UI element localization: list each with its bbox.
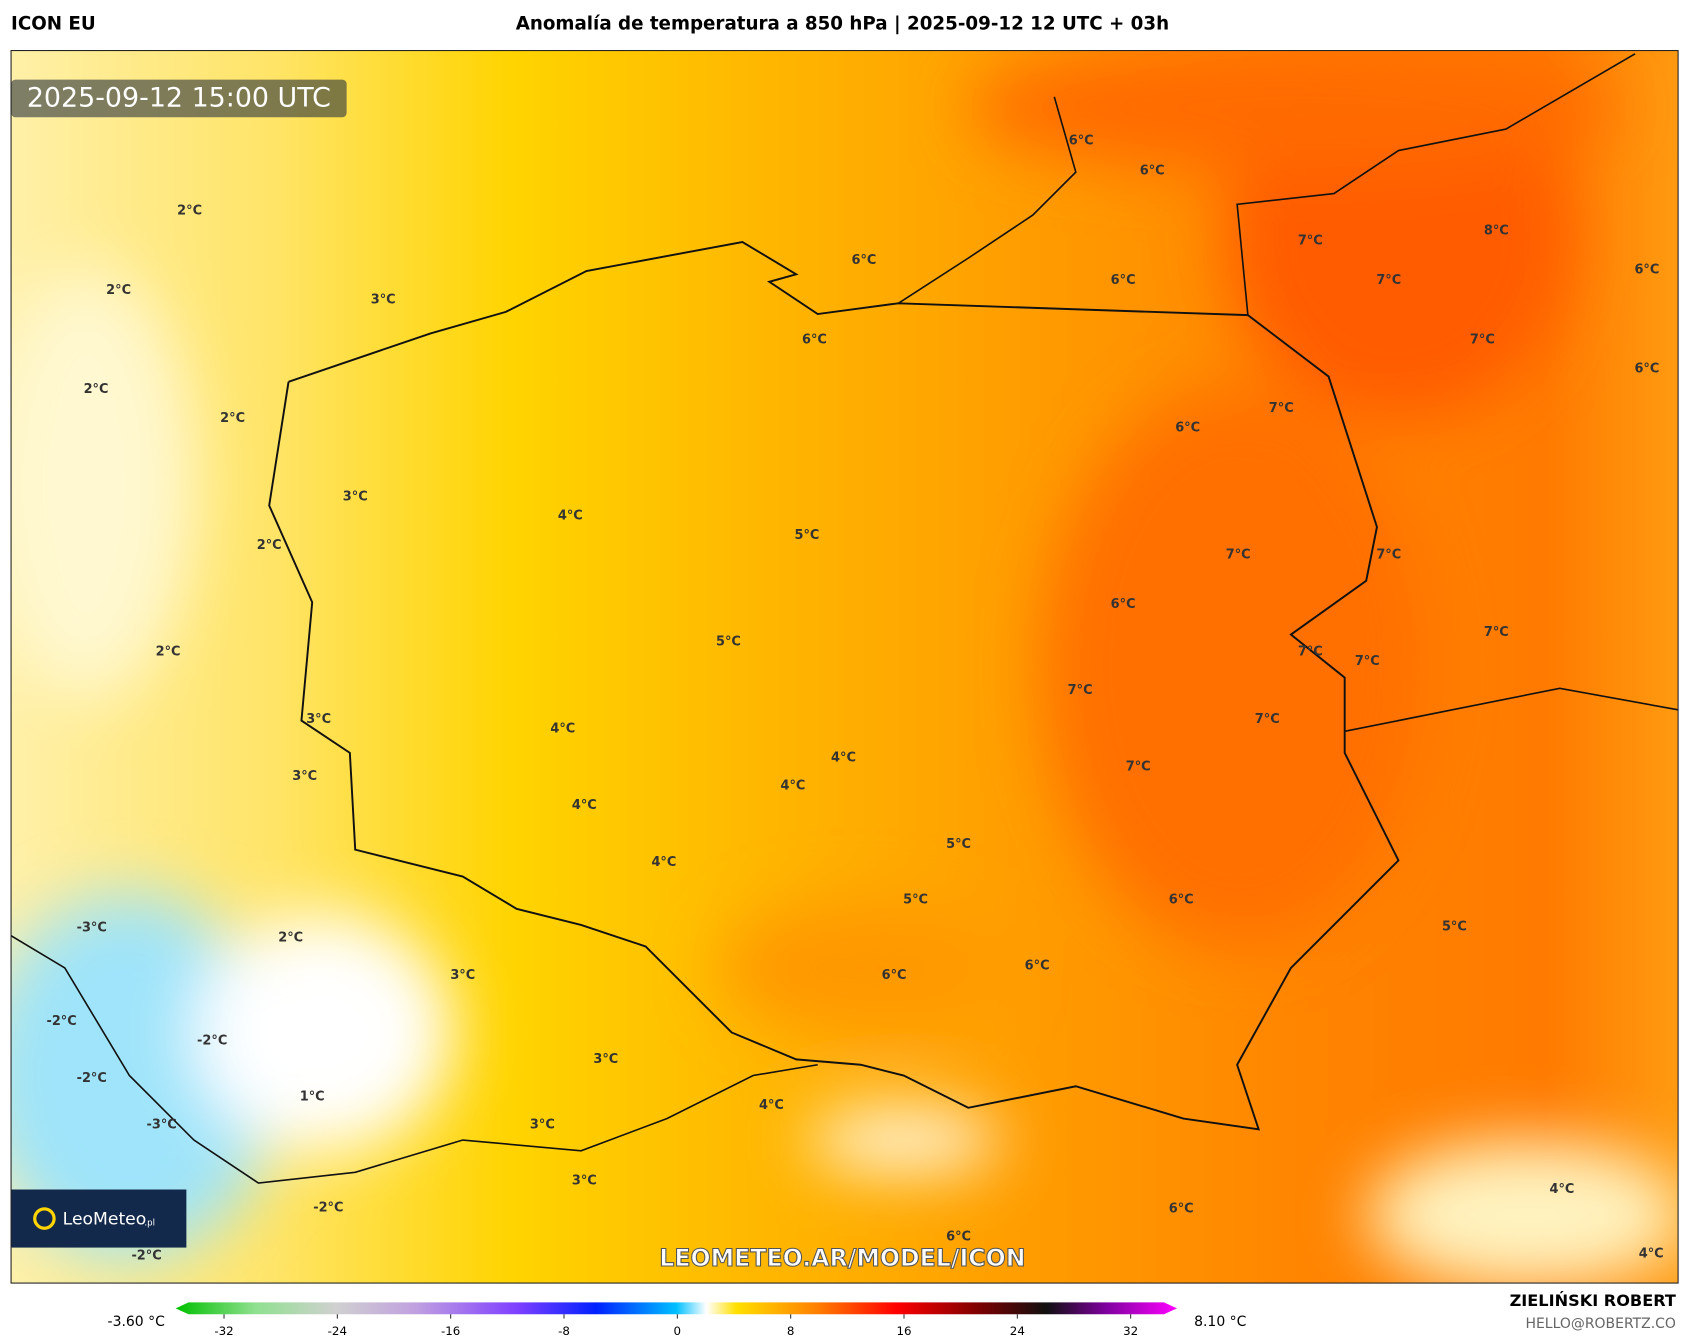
contour-label: 5°C: [716, 635, 741, 650]
contour-label: 3°C: [450, 968, 475, 983]
contour-label: 4°C: [558, 509, 583, 524]
contour-label: 2°C: [156, 644, 181, 659]
colorbar-min: -3.60 °C: [108, 1314, 165, 1330]
contour-label: 7°C: [1068, 683, 1093, 698]
contour-label: 7°C: [1269, 401, 1294, 416]
border: [1236, 53, 1636, 316]
contour-label: 2°C: [106, 283, 131, 298]
contour-label: 3°C: [593, 1052, 618, 1067]
contour-label: 4°C: [1639, 1247, 1664, 1262]
contour-label: 6°C: [851, 253, 876, 268]
contour-label: 3°C: [572, 1173, 597, 1188]
colorbar-tick-label: -8: [558, 1324, 570, 1338]
contour-label: 5°C: [1442, 920, 1467, 935]
contour-label: 7°C: [1298, 644, 1323, 659]
contour-label: -3°C: [77, 921, 107, 936]
border: [11, 934, 818, 1184]
colorbar-tick-label: -16: [441, 1324, 460, 1338]
logo-suffix: .pl: [144, 1218, 155, 1228]
contour-label: 7°C: [1470, 332, 1495, 347]
contour-label: 6°C: [1140, 164, 1165, 179]
contour-label: 7°C: [1255, 712, 1280, 727]
contour-label: 3°C: [343, 489, 368, 504]
colorbar-tick-label: 8: [787, 1324, 795, 1338]
contour-label: 3°C: [306, 712, 331, 727]
contour-label: 7°C: [1298, 233, 1323, 248]
colorbar-tick-label: 24: [1010, 1324, 1025, 1338]
contour-label: 6°C: [1111, 273, 1136, 288]
contour-label: 8°C: [1484, 224, 1509, 239]
contour-label: 2°C: [84, 382, 109, 397]
contour-label: -3°C: [147, 1117, 177, 1132]
border: [897, 96, 1077, 304]
contour-label: 7°C: [1355, 654, 1380, 669]
timestamp: 2025-09-12 15:00 UTC: [27, 82, 331, 113]
colorbar-tick-label: -24: [328, 1324, 347, 1338]
contour-label: 4°C: [759, 1098, 784, 1113]
contour-label: 6°C: [1111, 597, 1136, 612]
contour-label: 3°C: [292, 769, 317, 784]
contour-label: 6°C: [802, 332, 827, 347]
timestamp-box: [11, 79, 347, 118]
anomaly-blobs: [11, 50, 1679, 1284]
contour-label: 6°C: [1025, 958, 1050, 973]
border: [1344, 687, 1679, 733]
contour-label: 2°C: [278, 930, 303, 945]
border: [268, 240, 1400, 1131]
watermark: LEOMETEO.AR/MODEL/ICON: [659, 1244, 1025, 1272]
contour-label: 5°C: [903, 893, 928, 908]
contour-labels: 6°C 6°C 7°C 8°C 6°C 6°C 7°C 6°C 6°C 7°C 6°C 2°C 2°C 3…: [46, 133, 1663, 1263]
contour-label: 6°C: [1634, 361, 1659, 376]
contour-label: 5°C: [946, 837, 971, 852]
contour-label: 4°C: [781, 779, 806, 794]
contour-label: 6°C: [946, 1229, 971, 1244]
contour-label: 7°C: [1484, 625, 1509, 640]
contour-label: -2°C: [197, 1034, 227, 1049]
contour-label: 7°C: [1226, 547, 1251, 562]
colorbar-tick-label: -32: [214, 1324, 233, 1338]
contour-label: 7°C: [1376, 547, 1401, 562]
logo-box: [11, 1189, 187, 1248]
contour-label: -2°C: [77, 1071, 107, 1086]
colorbar-ticks: -32 -24 -16 -8 0 8 16 24 32: [214, 1314, 1138, 1338]
email: HELLO@ROBERTZ.CO: [1525, 1316, 1675, 1332]
contour-label: -2°C: [46, 1014, 76, 1029]
contour-label: 3°C: [371, 293, 396, 308]
contour-label: 6°C: [882, 968, 907, 983]
contour-label: 2°C: [177, 203, 202, 218]
colorbar-tick-label: 32: [1123, 1324, 1138, 1338]
contour-label: 3°C: [530, 1117, 555, 1132]
contour-label: 4°C: [550, 722, 575, 737]
contour-label: 6°C: [1634, 262, 1659, 277]
logo-text: LeoMeteo: [63, 1210, 147, 1230]
contour-label: 5°C: [794, 528, 819, 543]
model-name: ICON EU: [11, 14, 96, 35]
colorbar: [175, 1302, 1177, 1315]
contour-label: 2°C: [220, 411, 245, 426]
contour-label: 4°C: [1549, 1182, 1574, 1197]
colorbar-tick-label: 0: [674, 1324, 682, 1338]
contour-label: 7°C: [1126, 759, 1151, 774]
author: ZIELIŃSKI ROBERT: [1510, 1291, 1676, 1310]
contour-label: -2°C: [313, 1200, 343, 1215]
contour-label: 4°C: [651, 855, 676, 870]
map-area: 2025-09-12 15:00 UTC 6°C 6°C 7°C 8°C 6°C 6°C 7…: [11, 50, 1679, 1284]
contour-label: 6°C: [1069, 133, 1094, 148]
contour-label: 6°C: [1169, 1201, 1194, 1216]
contour-label: 4°C: [572, 798, 597, 813]
contour-label: 4°C: [831, 751, 856, 766]
colorbar-max: 8.10 °C: [1194, 1314, 1246, 1330]
contour-label: 6°C: [1169, 893, 1194, 908]
map-frame: [10, 50, 1679, 1284]
contour-label: 2°C: [257, 538, 282, 553]
contour-label: 1°C: [300, 1090, 325, 1105]
colorbar-tick-label: 16: [896, 1324, 911, 1338]
map-title: Anomalía de temperatura a 850 hPa | 2025…: [516, 14, 1169, 35]
contour-label: 7°C: [1376, 273, 1401, 288]
contour-label: 6°C: [1175, 421, 1200, 436]
logo-sun: [33, 1207, 56, 1230]
contour-label: -2°C: [131, 1249, 161, 1264]
